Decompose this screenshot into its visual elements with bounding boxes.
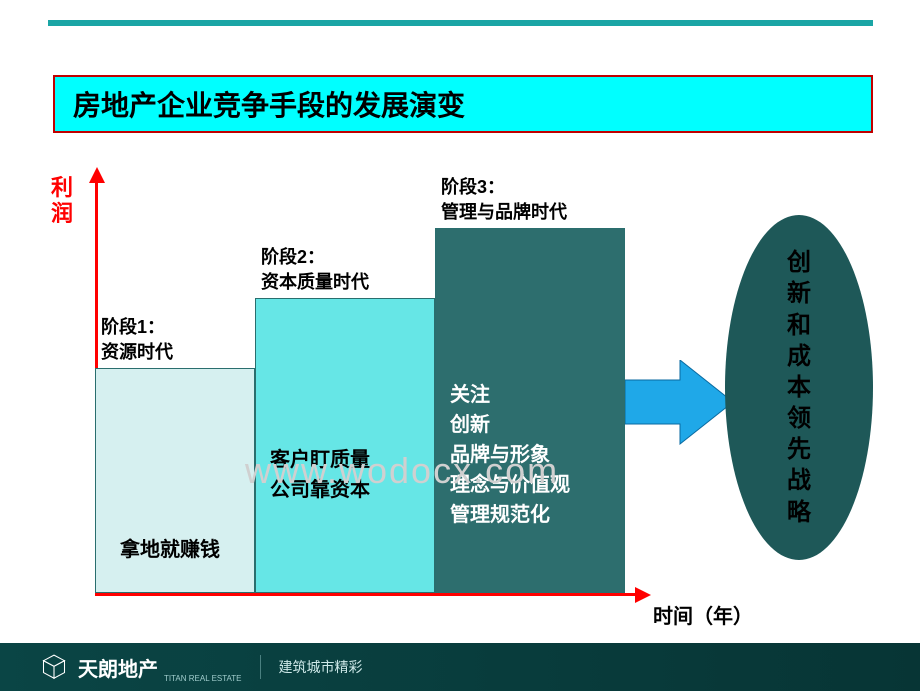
result-ellipse: 创新和成本领先战略 [725,215,873,560]
stage-body-3: 关注 创新 品牌与形象 理念与价值观 管理规范化 [450,380,570,530]
y-axis-arrow-icon [89,167,105,183]
footer: 天朗地产 TITAN REAL ESTATE 建筑城市精彩 [0,643,920,691]
top-accent-bar [48,20,873,26]
brand-name-en: TITAN REAL ESTATE [164,674,242,683]
page-title: 房地产企业竞争手段的发展演变 [73,84,465,124]
x-axis-arrow-icon [635,587,651,603]
stage-body-1: 拿地就赚钱 [120,535,220,565]
x-axis [95,593,640,596]
chart-area: 利润 时间（年） 阶段1： 资源时代拿地就赚钱阶段2： 资本质量时代客户盯质量 … [45,165,875,610]
brand-name-cn: 天朗地产 [78,653,158,682]
title-box: 房地产企业竞争手段的发展演变 [53,75,873,133]
footer-divider [260,655,261,679]
stage-body-2: 客户盯质量 公司靠资本 [270,445,370,505]
ellipse-text: 创新和成本领先战略 [786,247,812,528]
stage-label-2: 阶段2： 资本质量时代 [261,245,369,295]
logo-cube-icon [40,653,68,681]
stage-label-3: 阶段3： 管理与品牌时代 [441,175,567,225]
y-axis-label: 利润 [50,175,74,228]
x-axis-label: 时间（年） [653,600,753,629]
stage-label-1: 阶段1： 资源时代 [101,315,173,365]
footer-tagline: 建筑城市精彩 [279,657,363,677]
block-arrow-icon [625,360,735,445]
